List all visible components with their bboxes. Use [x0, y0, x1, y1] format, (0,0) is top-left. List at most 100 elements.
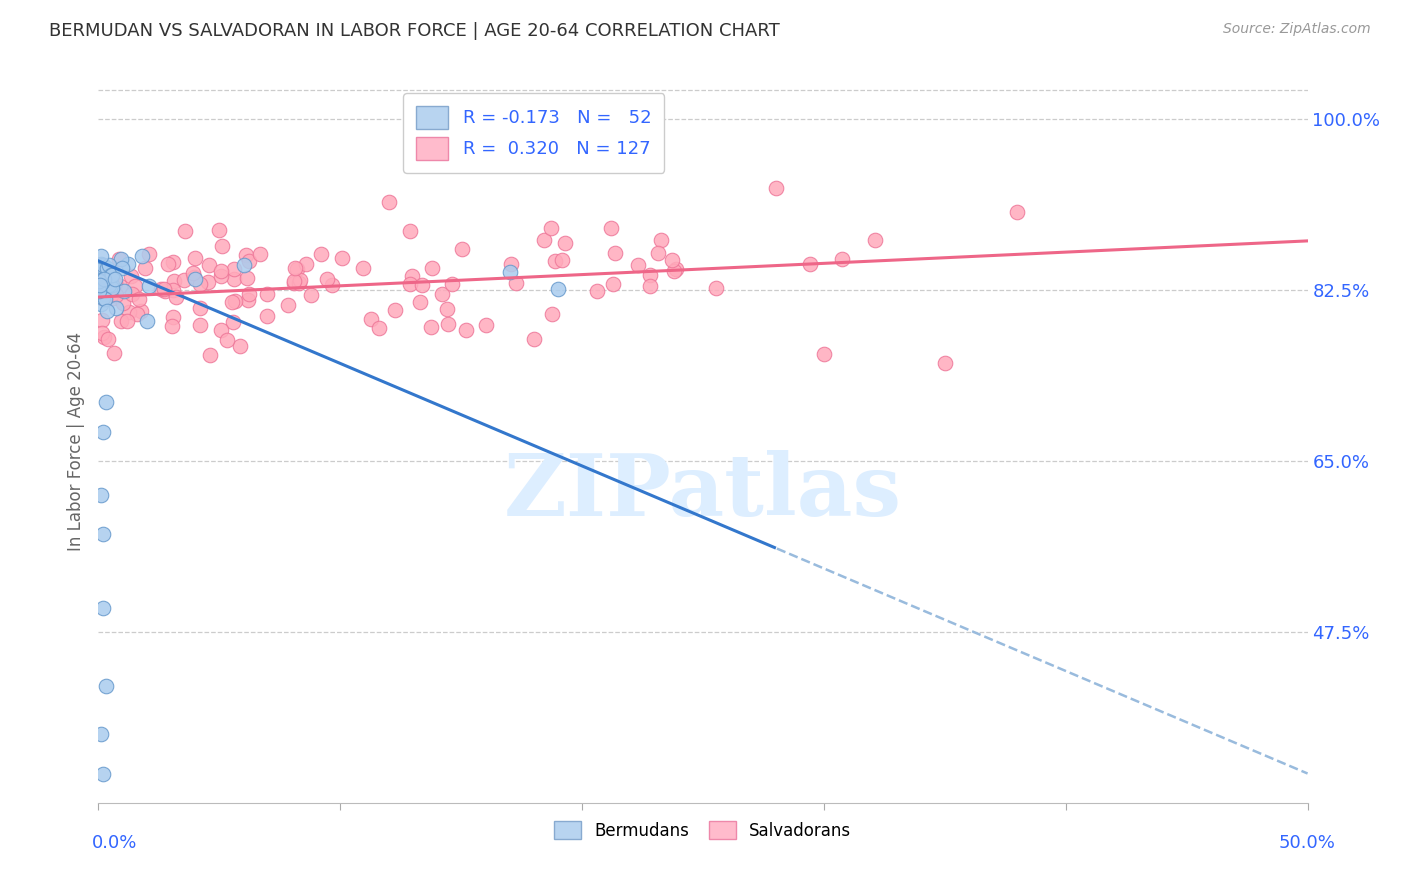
Point: [188, 318, 211, 332]
Point: [90, 275, 112, 289]
Point: [127, 307, 149, 321]
Point: [108, 252, 131, 266]
Y-axis label: In Labor Force | Age 20-64: In Labor Force | Age 20-64: [66, 332, 84, 551]
Point: [163, 274, 186, 288]
Point: [93, 267, 115, 281]
Point: [399, 224, 422, 238]
Point: [131, 249, 153, 263]
Point: [90, 264, 112, 278]
Point: [450, 243, 472, 257]
Point: [799, 257, 821, 271]
Point: [238, 287, 260, 301]
Point: [110, 252, 132, 267]
Point: [209, 323, 232, 337]
Point: [89, 280, 111, 294]
Point: [100, 268, 122, 282]
Point: [650, 233, 672, 247]
Point: [586, 284, 609, 298]
Point: [209, 264, 232, 278]
Point: [90, 249, 112, 263]
Point: [647, 246, 669, 260]
Point: [91, 291, 114, 305]
Point: [165, 290, 187, 304]
Point: [330, 251, 353, 265]
Legend: Bermudans, Salvadorans: Bermudans, Salvadorans: [548, 814, 858, 847]
Point: [211, 239, 233, 253]
Point: [90, 277, 112, 291]
Point: [665, 261, 688, 276]
Point: [94, 679, 117, 693]
Point: [419, 320, 441, 334]
Point: [197, 275, 219, 289]
Point: [229, 339, 252, 353]
Point: [93, 291, 115, 305]
Point: [224, 293, 246, 308]
Point: [188, 277, 211, 291]
Point: [121, 287, 143, 301]
Point: [101, 291, 124, 305]
Point: [249, 247, 271, 261]
Point: [602, 277, 624, 292]
Point: [87, 268, 110, 283]
Point: [162, 255, 184, 269]
Point: [209, 269, 232, 284]
Point: [100, 278, 122, 293]
Point: [309, 247, 332, 261]
Point: [198, 258, 221, 272]
Point: [87, 284, 110, 298]
Point: [599, 221, 621, 235]
Text: 50.0%: 50.0%: [1279, 834, 1336, 852]
Point: [367, 321, 389, 335]
Point: [420, 261, 443, 276]
Point: [603, 246, 626, 260]
Point: [91, 527, 114, 541]
Point: [184, 251, 207, 265]
Point: [540, 221, 562, 235]
Point: [112, 284, 135, 298]
Point: [94, 292, 117, 306]
Point: [120, 269, 142, 284]
Point: [104, 277, 127, 291]
Point: [111, 260, 134, 275]
Point: [108, 278, 131, 293]
Point: [554, 235, 576, 250]
Point: [181, 266, 204, 280]
Point: [89, 274, 111, 288]
Point: [638, 268, 661, 282]
Point: [474, 318, 496, 332]
Point: [93, 329, 115, 343]
Point: [93, 286, 115, 301]
Point: [98, 278, 121, 293]
Point: [100, 268, 122, 282]
Point: [152, 282, 174, 296]
Point: [104, 272, 127, 286]
Point: [93, 258, 115, 272]
Point: [184, 272, 207, 286]
Point: [541, 306, 564, 320]
Point: [863, 233, 886, 247]
Point: [91, 282, 114, 296]
Point: [287, 277, 309, 291]
Point: [290, 273, 312, 287]
Point: [430, 287, 453, 301]
Point: [1007, 205, 1029, 219]
Point: [90, 275, 112, 289]
Point: [90, 488, 112, 502]
Point: [498, 265, 520, 279]
Text: ZIPatlas: ZIPatlas: [503, 450, 903, 534]
Point: [90, 285, 112, 299]
Point: [190, 301, 212, 315]
Point: [101, 281, 124, 295]
Point: [360, 312, 382, 326]
Point: [96, 268, 118, 283]
Point: [499, 257, 522, 271]
Point: [544, 254, 567, 268]
Point: [90, 727, 112, 741]
Point: [813, 346, 835, 360]
Point: [285, 261, 308, 276]
Point: [89, 278, 111, 293]
Point: [94, 395, 117, 409]
Point: [138, 247, 160, 261]
Point: [91, 270, 114, 285]
Point: [256, 309, 278, 323]
